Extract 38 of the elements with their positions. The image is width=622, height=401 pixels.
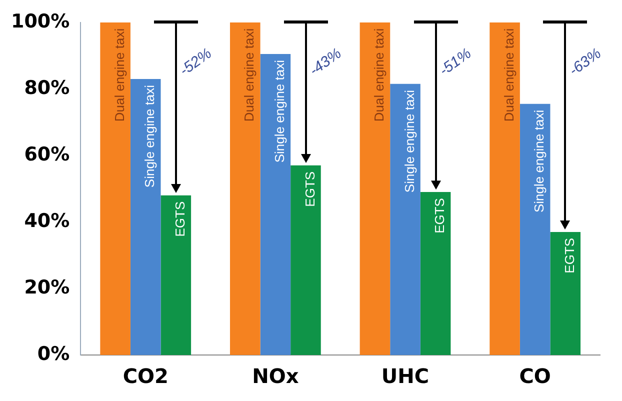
annotation: -52% (176, 44, 215, 80)
bar (520, 104, 550, 355)
text: Single engine taxi (272, 60, 288, 163)
bar (230, 22, 260, 355)
text: Single engine taxi (532, 110, 547, 213)
bar (100, 22, 130, 355)
y-tick-label: 100% (10, 10, 70, 32)
x-tick-label: UHC (381, 364, 430, 388)
text: EGTS (302, 171, 318, 207)
bar (420, 192, 451, 355)
text: EGTS (172, 201, 188, 237)
annotation: -63% (566, 44, 604, 80)
y-tick-label: 20% (24, 276, 70, 298)
text: Dual engine taxi (242, 28, 257, 122)
x-tick-label: CO2 (122, 364, 168, 388)
series-label: Dual engine taxi (501, 28, 516, 122)
y-tick-label: 60% (24, 143, 70, 166)
annotation: -43% (306, 44, 345, 80)
bar (490, 22, 520, 355)
series-label: EGTS (562, 238, 577, 274)
text: Dual engine taxi (372, 28, 387, 122)
bar (290, 165, 321, 355)
y-tick-label: 0% (37, 342, 70, 365)
bar (550, 232, 581, 355)
y-tick-label: 80% (24, 76, 70, 99)
text: Dual engine taxi (112, 28, 127, 122)
x-tick-label: CO (519, 364, 551, 388)
bar (160, 195, 192, 355)
text: EGTS (432, 198, 448, 234)
annotation: -51% (436, 44, 475, 80)
y-tick-label: 40% (24, 210, 70, 232)
x-tick-label: NOx (252, 364, 299, 388)
text: Single engine taxi (402, 90, 417, 193)
bar (260, 54, 291, 355)
bar (360, 22, 390, 355)
bar (130, 78, 161, 355)
series-label: Single engine taxi (142, 84, 158, 188)
bar (390, 84, 420, 355)
